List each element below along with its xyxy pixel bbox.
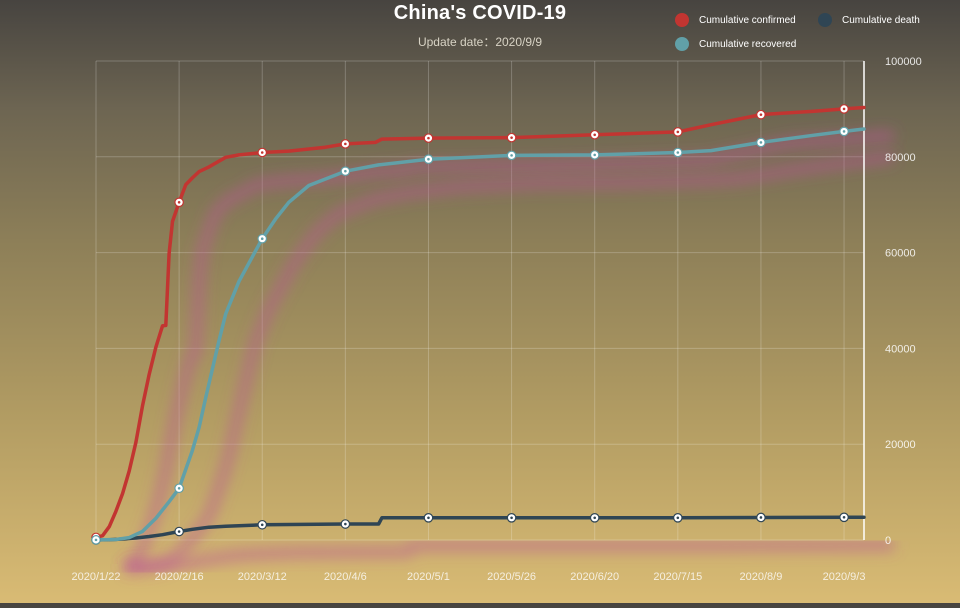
data-point-center: [676, 516, 680, 520]
series-shadow-2: [125, 151, 895, 574]
y-tick-label: 100000: [885, 56, 922, 68]
data-point-center: [427, 136, 430, 140]
legend-confirmed-swatch: [675, 13, 689, 27]
legend-item-recovered[interactable]: Cumulative recovered: [675, 37, 796, 51]
legend-recovered-swatch: [675, 37, 689, 51]
data-point-center: [510, 154, 513, 157]
data-point-center: [427, 516, 430, 520]
series-markers: [91, 104, 849, 545]
legend-death-label: Cumulative death: [842, 14, 920, 26]
y-tick-label: 80000: [885, 152, 916, 164]
legend-item-death[interactable]: Cumulative death: [818, 13, 920, 27]
series-shadow-1: [125, 539, 894, 574]
data-point-center: [344, 142, 347, 146]
y-tick-label: 0: [885, 535, 891, 547]
axes: 0 20000 40000 60000 80000 100000 2020/1/22 2020…: [72, 56, 922, 583]
data-point-center: [759, 141, 763, 144]
data-point-center: [427, 157, 430, 161]
x-tick-label: 2020/6/20: [570, 571, 619, 583]
series-shadow-0: [124, 130, 895, 571]
data-point-center: [177, 201, 181, 204]
data-point-center: [260, 237, 264, 241]
x-tick-label: 2020/8/9: [740, 571, 783, 583]
series-line-0: [94, 105, 866, 540]
data-point-center: [260, 151, 264, 154]
legend-item-confirmed[interactable]: Cumulative confirmed: [675, 13, 796, 27]
x-tick-label: 2020/1/22: [72, 571, 121, 583]
data-point-center: [177, 486, 181, 490]
data-point-center: [94, 538, 98, 542]
data-point-center: [344, 169, 347, 173]
x-tick-label: 2020/5/26: [487, 571, 536, 583]
data-point-center: [510, 516, 513, 520]
x-tick-label: 2020/9/3: [823, 571, 866, 583]
y-tick-label: 40000: [885, 343, 916, 355]
data-point-center: [260, 523, 264, 527]
data-point-center: [177, 530, 181, 533]
x-tick-label: 2020/3/12: [238, 571, 287, 583]
data-point-center: [676, 151, 680, 154]
data-point-center: [593, 516, 597, 520]
data-point-center: [510, 136, 513, 139]
chart-title: China's COVID-19: [393, 2, 567, 24]
data-point-center: [759, 113, 763, 116]
series-line-2: [94, 127, 866, 542]
legend-death-swatch: [818, 13, 832, 27]
data-point-center: [842, 130, 846, 133]
x-tick-label: 2020/5/1: [407, 571, 450, 583]
x-tick-label: 2020/4/6: [324, 571, 367, 583]
data-point-center: [842, 107, 846, 111]
legend-recovered-label: Cumulative recovered: [699, 38, 797, 50]
data-point-center: [676, 130, 680, 134]
data-point-center: [842, 516, 846, 519]
data-point-center: [759, 516, 763, 519]
series-shadows: [124, 130, 895, 574]
data-point-center: [593, 153, 597, 157]
chart-subtitle: Update date：2020/9/9: [417, 35, 543, 49]
grid-lines: [95, 60, 864, 541]
data-point-center: [593, 133, 597, 137]
legend: Cumulative confirmed Cumulative death Cu…: [675, 13, 955, 59]
y-tick-label: 60000: [885, 248, 916, 260]
data-point-center: [344, 522, 347, 526]
y-tick-label: 20000: [885, 439, 916, 451]
x-tick-label: 2020/7/15: [653, 571, 702, 583]
legend-confirmed-label: Cumulative confirmed: [699, 14, 796, 26]
x-tick-label: 2020/2/16: [155, 571, 204, 583]
